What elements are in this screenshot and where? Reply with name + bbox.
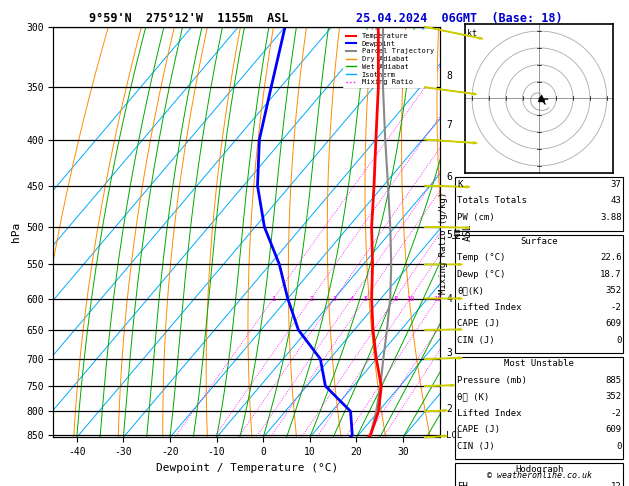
Text: 7: 7 xyxy=(446,120,452,130)
Text: θᴇ(K): θᴇ(K) xyxy=(457,286,484,295)
Legend: Temperature, Dewpoint, Parcel Trajectory, Dry Adiabat, Wet Adiabat, Isotherm, Mi: Temperature, Dewpoint, Parcel Trajectory… xyxy=(343,30,437,88)
Text: CIN (J): CIN (J) xyxy=(457,336,495,345)
Text: 0: 0 xyxy=(616,442,621,451)
Text: 15: 15 xyxy=(433,295,442,301)
Text: Hodograph: Hodograph xyxy=(515,465,564,474)
Text: 2: 2 xyxy=(446,404,452,414)
Text: 9°59'N  275°12'W  1155m  ASL: 9°59'N 275°12'W 1155m ASL xyxy=(89,12,289,25)
Text: 22.6: 22.6 xyxy=(600,253,621,262)
Text: kt: kt xyxy=(467,29,477,38)
Text: 37: 37 xyxy=(611,180,621,189)
Text: 609: 609 xyxy=(605,319,621,329)
Text: PW (cm): PW (cm) xyxy=(457,213,495,222)
Text: Most Unstable: Most Unstable xyxy=(504,359,574,368)
Text: CAPE (J): CAPE (J) xyxy=(457,425,500,434)
Text: CIN (J): CIN (J) xyxy=(457,442,495,451)
Text: Lifted Index: Lifted Index xyxy=(457,303,522,312)
Text: 885: 885 xyxy=(605,376,621,385)
Text: Pressure (mb): Pressure (mb) xyxy=(457,376,527,385)
Text: 4: 4 xyxy=(446,294,452,304)
X-axis label: Dewpoint / Temperature (°C): Dewpoint / Temperature (°C) xyxy=(156,463,338,473)
Text: © weatheronline.co.uk: © weatheronline.co.uk xyxy=(487,470,592,480)
Y-axis label: km
ASL: km ASL xyxy=(452,223,473,241)
Text: θᴇ (K): θᴇ (K) xyxy=(457,392,489,401)
Text: K: K xyxy=(457,180,463,189)
Text: 6: 6 xyxy=(446,172,452,182)
Text: Temp (°C): Temp (°C) xyxy=(457,253,506,262)
Text: 352: 352 xyxy=(605,286,621,295)
Text: 2: 2 xyxy=(309,295,313,301)
Text: Lifted Index: Lifted Index xyxy=(457,409,522,418)
Text: 8: 8 xyxy=(393,295,398,301)
Text: 609: 609 xyxy=(605,425,621,434)
Y-axis label: hPa: hPa xyxy=(11,222,21,242)
Text: 5: 5 xyxy=(446,230,452,240)
Text: 3: 3 xyxy=(333,295,337,301)
Text: 43: 43 xyxy=(611,196,621,206)
Text: 3: 3 xyxy=(446,348,452,358)
Text: 25.04.2024  06GMT  (Base: 18): 25.04.2024 06GMT (Base: 18) xyxy=(356,12,562,25)
Text: Dewp (°C): Dewp (°C) xyxy=(457,270,506,279)
Text: 352: 352 xyxy=(605,392,621,401)
Text: 12: 12 xyxy=(611,482,621,486)
Text: 3.88: 3.88 xyxy=(600,213,621,222)
Text: 0: 0 xyxy=(616,336,621,345)
Text: CAPE (J): CAPE (J) xyxy=(457,319,500,329)
Text: LCL: LCL xyxy=(446,431,462,440)
Text: EH: EH xyxy=(457,482,468,486)
Text: Mixing Ratio (g/kg): Mixing Ratio (g/kg) xyxy=(439,192,448,294)
Text: 1: 1 xyxy=(271,295,276,301)
Text: 10: 10 xyxy=(406,295,414,301)
Text: 4: 4 xyxy=(350,295,354,301)
Text: Surface: Surface xyxy=(521,237,558,246)
Text: Totals Totals: Totals Totals xyxy=(457,196,527,206)
Text: 8: 8 xyxy=(446,71,452,81)
Text: 5: 5 xyxy=(364,295,367,301)
Text: -2: -2 xyxy=(611,303,621,312)
Text: 18.7: 18.7 xyxy=(600,270,621,279)
Text: -2: -2 xyxy=(611,409,621,418)
